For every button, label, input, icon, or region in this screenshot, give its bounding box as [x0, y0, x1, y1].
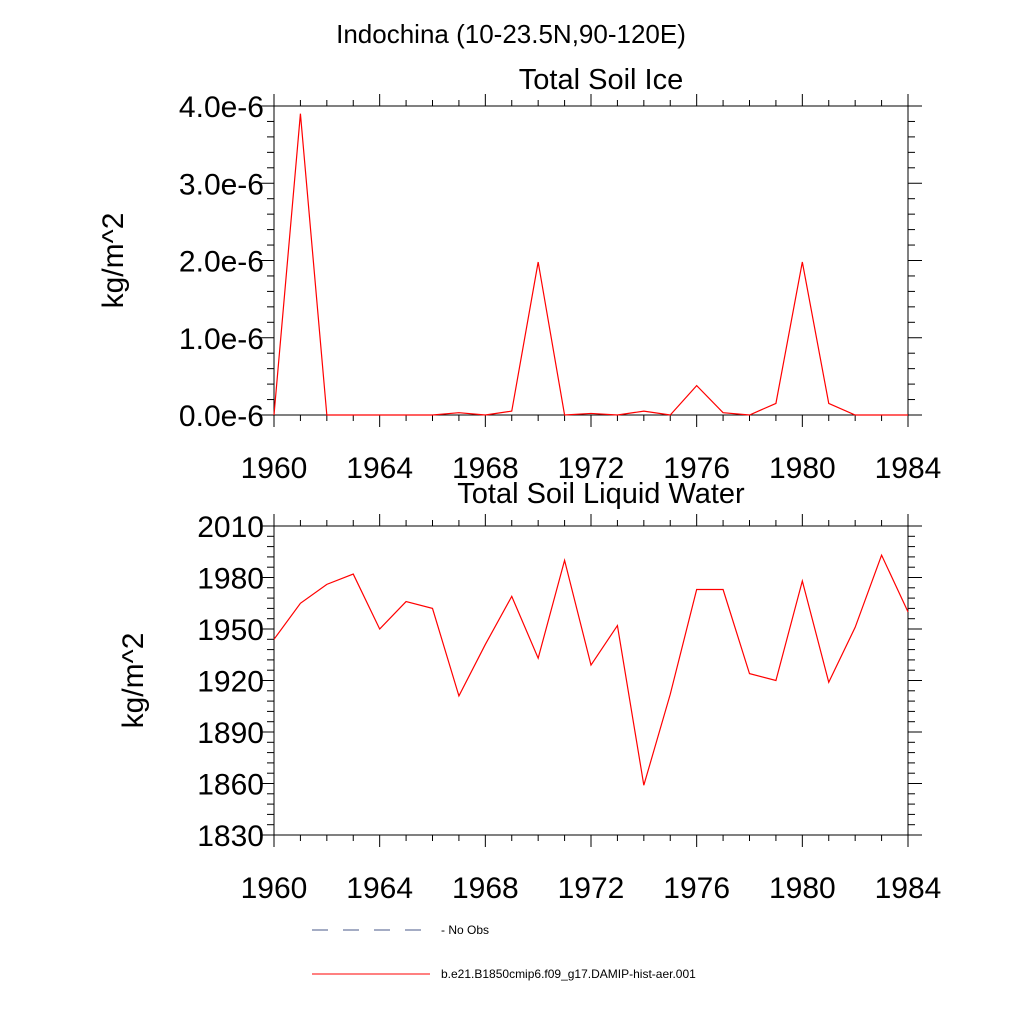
y-tick-label: 2.0e-6: [179, 246, 264, 279]
x-tick-label: 1960: [241, 872, 308, 905]
x-tick-label: 1976: [663, 452, 730, 485]
plot-frame: [273, 525, 909, 836]
y-tick-label: 3.0e-6: [179, 168, 264, 201]
chart-panel-1: Total Soil Ice kg/m^2 1960 1964 1968 1972 1976…: [97, 64, 941, 485]
y-tick-label: 1830: [197, 820, 264, 853]
x-tick-label: 1960: [241, 452, 308, 485]
figure-title: Indochina (10-23.5N,90-120E): [336, 19, 686, 49]
x-tick-label: 1964: [346, 452, 413, 485]
chart-title: Total Soil Ice: [519, 64, 683, 96]
panels: Total Soil Ice kg/m^2 1960 1964 1968 1972 1976…: [97, 64, 941, 905]
series-line: [273, 113, 908, 416]
y-tick-label: 1980: [197, 563, 264, 596]
legend-label: b.e21.B1850cmip6.f09_g17.DAMIP-hist-aer.…: [441, 967, 696, 981]
x-tick-label: 1964: [346, 872, 413, 905]
series-line: [273, 553, 909, 786]
x-tick-label: 1980: [769, 872, 836, 905]
x-tick-label: 1984: [875, 872, 942, 905]
y-tick-label: 2010: [197, 511, 264, 544]
y-tick-label: 4.0e-6: [179, 91, 264, 124]
x-tick-label: 1980: [769, 452, 836, 485]
y-tick-label: 1.0e-6: [179, 323, 264, 356]
legend: - No Obs b.e21.B1850cmip6.f09_g17.DAMIP-h…: [312, 923, 696, 981]
x-tick-label: 1968: [452, 872, 519, 905]
legend-label: - No Obs: [441, 923, 489, 937]
y-tick-label: 1890: [197, 717, 264, 750]
plot-frame: [273, 105, 909, 416]
x-tick-label: 1976: [663, 872, 730, 905]
legend-item: - No Obs: [312, 923, 489, 937]
y-tick-label: 1950: [197, 614, 264, 647]
legend-item: b.e21.B1850cmip6.f09_g17.DAMIP-hist-aer.…: [312, 967, 696, 981]
x-tick-label: 1968: [452, 452, 519, 485]
x-tick-label: 1972: [558, 452, 625, 485]
y-tick-label: 1860: [197, 769, 264, 802]
y-axis-label: kg/m^2: [97, 213, 130, 309]
x-tick-label: 1984: [875, 452, 942, 485]
y-axis-label: kg/m^2: [117, 633, 150, 729]
x-tick-label: 1972: [558, 872, 625, 905]
y-tick-label: 0.0e-6: [179, 400, 264, 433]
chart-title: Total Soil Liquid Water: [457, 478, 745, 510]
y-tick-label: 1920: [197, 666, 264, 699]
chart-panel-2: Total Soil Liquid Water kg/m^2 1960 1964 196…: [117, 478, 941, 905]
